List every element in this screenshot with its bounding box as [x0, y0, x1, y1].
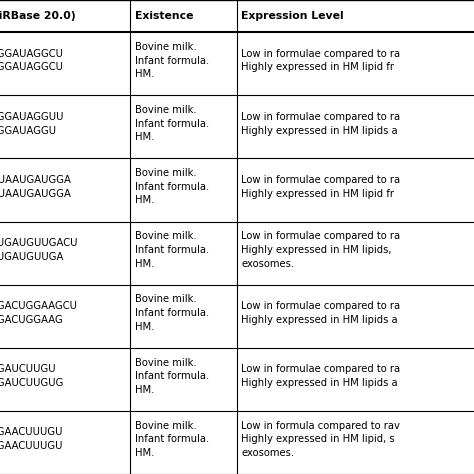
Text: GUAAUGAUGGA
GUAAUGAUGGA: GUAAUGAUGGA GUAAUGAUGGA — [0, 175, 72, 199]
Bar — [0, 221, 474, 285]
Text: Expression Level: Expression Level — [241, 11, 344, 21]
Text: Bovine milk.
Infant formula.
HM.: Bovine milk. Infant formula. HM. — [135, 105, 209, 142]
Bar — [0, 348, 474, 411]
Text: Bovine milk.
Infant formula.
HM.: Bovine milk. Infant formula. HM. — [135, 168, 209, 205]
Text: Low in formulae compared to ra
Highly expressed in HM lipids a: Low in formulae compared to ra Highly ex… — [241, 365, 401, 388]
Text: AGAACUUUGU
AGAACUUUGU: AGAACUUUGU AGAACUUUGU — [0, 428, 63, 451]
Text: Low in formulae compared to ra
Highly expressed in HM lipid fr: Low in formulae compared to ra Highly ex… — [241, 49, 401, 73]
Text: Bovine milk.
Infant formula.
HM.: Bovine milk. Infant formula. HM. — [135, 421, 209, 458]
Bar — [0, 32, 474, 95]
Text: AGGAUAGGUU
AGGAUAGGU: AGGAUAGGUU AGGAUAGGU — [0, 112, 64, 136]
Bar — [0, 95, 474, 158]
Bar — [0, 411, 474, 474]
Bar — [0, 285, 474, 348]
Text: CUGAUGUUGACU
CUGAUGUUGA: CUGAUGUUGACU CUGAUGUUGA — [0, 238, 78, 262]
Text: Existence: Existence — [135, 11, 193, 21]
Bar — [0, 158, 474, 221]
Text: Bovine milk.
Infant formula.
HM.: Bovine milk. Infant formula. HM. — [135, 42, 209, 79]
Text: CGACUGGAAGCU
CGACUGGAAG: CGACUGGAAGCU CGACUGGAAG — [0, 301, 78, 325]
Text: Low in formula compared to rav
Highly expressed in HM lipid, s
exosomes.: Low in formula compared to rav Highly ex… — [241, 421, 401, 458]
Text: Bovine milk.
Infant formula.
HM.: Bovine milk. Infant formula. HM. — [135, 357, 209, 395]
Text: Low in formulae compared to ra
Highly expressed in HM lipid fr: Low in formulae compared to ra Highly ex… — [241, 175, 401, 199]
Text: Low in formulae compared to ra
Highly expressed in HM lipids a: Low in formulae compared to ra Highly ex… — [241, 301, 401, 325]
Text: Bovine milk.
Infant formula.
HM.: Bovine milk. Infant formula. HM. — [135, 231, 209, 269]
Text: niRBase 20.0): niRBase 20.0) — [0, 11, 75, 21]
Text: CGAUCUUGU
CGAUCUUGUG: CGAUCUUGU CGAUCUUGUG — [0, 365, 64, 388]
Text: AGGAUAGGCU
AGGAUAGGCU: AGGAUAGGCU AGGAUAGGCU — [0, 49, 64, 73]
Text: Bovine milk.
Infant formula.
HM.: Bovine milk. Infant formula. HM. — [135, 294, 209, 332]
Bar — [0, 0, 474, 32]
Text: Low in formulae compared to ra
Highly expressed in HM lipids a: Low in formulae compared to ra Highly ex… — [241, 112, 401, 136]
Text: Low in formulae compared to ra
Highly expressed in HM lipids,
exosomes.: Low in formulae compared to ra Highly ex… — [241, 231, 401, 269]
